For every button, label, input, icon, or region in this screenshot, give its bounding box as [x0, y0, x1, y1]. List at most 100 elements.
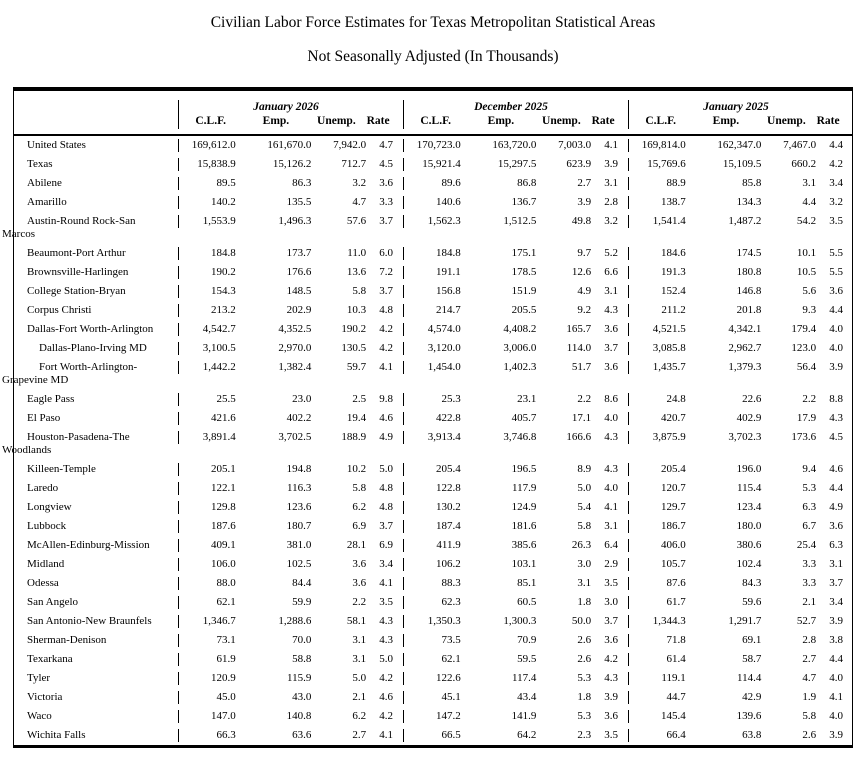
value-cell: 56.4 — [796, 361, 817, 373]
period-values-2: 66.5 64.2 2.3 3.5 — [403, 729, 628, 742]
value-cell: 7,467.0 — [783, 139, 817, 151]
area-cell: San Angelo — [14, 596, 178, 609]
value-cell: 140.8 — [286, 710, 312, 722]
value-cell: 52.7 — [796, 615, 817, 627]
value-cell: 4.1 — [379, 729, 393, 741]
period-values-3: 61.4 58.7 2.7 4.4 — [628, 653, 853, 666]
value-cell: 4.3 — [604, 463, 618, 475]
period-values-1: 4,542.7 4,352.5 190.2 4.2 — [178, 323, 403, 336]
period-group-header-3: January 2025 C.L.F. Emp. Unemp. Rate — [628, 100, 853, 129]
page-subtitle: Not Seasonally Adjusted (In Thousands) — [307, 48, 559, 65]
value-cell: 5.3 — [802, 482, 817, 494]
value-cell: 1,344.3 — [652, 615, 686, 627]
value-cell: 140.2 — [210, 196, 236, 208]
value-cell: 180.8 — [736, 266, 762, 278]
value-cell: 88.3 — [441, 577, 461, 589]
value-cell: 2.6 — [802, 729, 817, 741]
value-cell: 190.2 — [341, 323, 367, 335]
value-cell: 123.0 — [791, 342, 817, 354]
value-cell: 61.7 — [666, 596, 686, 608]
value-cell: 3.1 — [604, 177, 618, 189]
table-row: Waco 147.0 140.8 6.2 4.2 147.2 141.9 5.3 3.6 1… — [14, 707, 852, 726]
value-cell: 85.1 — [517, 577, 537, 589]
value-cell: 1,382.4 — [278, 361, 312, 373]
period-values-3: 61.7 59.6 2.1 3.4 — [628, 596, 853, 609]
value-cell: 161,670.0 — [267, 139, 312, 151]
area-cell: San Antonio-New Braunfels — [14, 615, 178, 628]
value-cell: 4.2 — [379, 710, 393, 722]
period-values-3: 1,435.7 1,379.3 56.4 3.9 — [628, 361, 853, 374]
value-cell: 205.4 — [435, 463, 461, 475]
value-cell: 54.2 — [796, 215, 817, 227]
period-values-3: 4,521.5 4,342.1 179.4 4.0 — [628, 323, 853, 336]
value-cell: 4.0 — [829, 672, 843, 684]
value-cell: 213.2 — [210, 304, 236, 316]
value-cell: 66.4 — [666, 729, 686, 741]
value-cell: 4.0 — [604, 412, 618, 424]
value-cell: 3.7 — [604, 615, 618, 627]
value-cell: 148.5 — [286, 285, 312, 297]
period-values-2: 73.5 70.9 2.6 3.6 — [403, 634, 628, 647]
value-cell: 2.1 — [352, 691, 367, 703]
value-cell: 129.8 — [210, 501, 236, 513]
value-cell: 4.9 — [577, 285, 592, 297]
period-values-2: 3,120.0 3,006.0 114.0 3.7 — [403, 342, 628, 355]
value-cell: 5.5 — [829, 247, 843, 259]
value-cell: 3.3 — [802, 558, 817, 570]
value-cell: 4.1 — [604, 139, 618, 151]
period-values-3: 3,875.9 3,702.3 173.6 4.5 — [628, 431, 853, 444]
value-cell: 2.8 — [604, 196, 618, 208]
area-label: Killeen-Temple — [27, 463, 96, 475]
value-cell: 156.8 — [435, 285, 461, 297]
area-label: Fort Worth-Arlington- Grapevine MD — [2, 361, 138, 386]
value-cell: 3.1 — [352, 634, 367, 646]
value-cell: 8.9 — [577, 463, 592, 475]
period-values-2: 170,723.0 163,720.0 7,003.0 4.1 — [403, 139, 628, 152]
table-row: Dallas-Fort Worth-Arlington 4,542.7 4,352… — [14, 320, 852, 339]
area-cell: McAllen-Edinburg-Mission — [14, 539, 178, 552]
period-values-3: 87.6 84.3 3.3 3.7 — [628, 577, 853, 590]
column-headers: C.L.F. Emp. Unemp. Rate — [629, 114, 843, 129]
area-label: Abilene — [27, 177, 62, 189]
value-cell: 62.1 — [216, 596, 236, 608]
value-cell: 1,541.4 — [652, 215, 686, 227]
column-header-rate: Rate — [816, 115, 840, 127]
table-row: Eagle Pass 25.5 23.0 2.5 9.8 25.3 23.1 2.2 8.6… — [14, 390, 852, 409]
value-cell: 3.1 — [352, 653, 367, 665]
value-cell: 1,288.6 — [278, 615, 312, 627]
value-cell: 4.1 — [604, 501, 618, 513]
area-cell: Texas — [14, 158, 178, 171]
value-cell: 24.8 — [666, 393, 686, 405]
period-values-1: 213.2 202.9 10.3 4.8 — [178, 304, 403, 317]
value-cell: 3.7 — [829, 577, 843, 589]
value-cell: 114.0 — [566, 342, 592, 354]
value-cell: 4,408.2 — [503, 323, 537, 335]
period-values-3: 1,344.3 1,291.7 52.7 3.9 — [628, 615, 853, 628]
value-cell: 3.5 — [604, 577, 618, 589]
value-cell: 59.5 — [517, 653, 537, 665]
value-cell: 191.1 — [435, 266, 461, 278]
value-cell: 169,612.0 — [191, 139, 236, 151]
value-cell: 4.2 — [604, 653, 618, 665]
value-cell: 4.0 — [829, 342, 843, 354]
value-cell: 17.1 — [571, 412, 592, 424]
area-cell: Texarkana — [14, 653, 178, 666]
period-values-2: 1,454.0 1,402.3 51.7 3.6 — [403, 361, 628, 374]
area-cell: Eagle Pass — [14, 393, 178, 406]
value-cell: 4.0 — [829, 323, 843, 335]
value-cell: 122.1 — [210, 482, 236, 494]
value-cell: 3.1 — [604, 520, 618, 532]
period-values-1: 45.0 43.0 2.1 4.6 — [178, 691, 403, 704]
value-cell: 175.1 — [511, 247, 537, 259]
area-label: Dallas-Plano-Irving MD — [39, 342, 147, 354]
value-cell: 51.7 — [571, 361, 592, 373]
value-cell: 145.4 — [660, 710, 686, 722]
value-cell: 4.4 — [829, 139, 843, 151]
table-row: Odessa 88.0 84.4 3.6 4.1 88.3 85.1 3.1 3.5 87.… — [14, 574, 852, 593]
value-cell: 3.6 — [604, 361, 618, 373]
value-cell: 3,891.4 — [202, 431, 236, 443]
table-header-row: January 2026 C.L.F. Emp. Unemp. Rate Dec… — [14, 91, 852, 136]
area-label: Eagle Pass — [27, 393, 75, 405]
value-cell: 422.8 — [435, 412, 461, 424]
value-cell: 26.3 — [571, 539, 592, 551]
